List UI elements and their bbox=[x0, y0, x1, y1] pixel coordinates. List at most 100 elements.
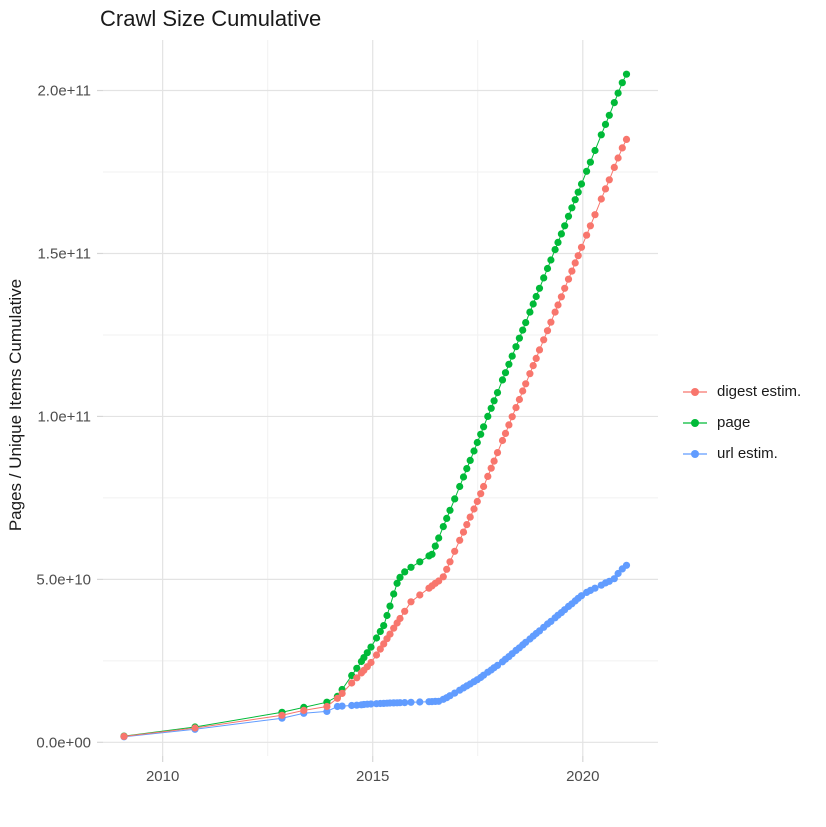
chart-title: Crawl Size Cumulative bbox=[100, 6, 322, 31]
series-url-estim-point bbox=[577, 592, 586, 600]
series-digest-estim-point bbox=[493, 449, 502, 457]
series-page-point bbox=[557, 230, 566, 238]
series-digest-estim-point bbox=[396, 614, 404, 623]
series-page-point bbox=[451, 495, 459, 503]
series-digest-estim-point bbox=[484, 472, 492, 480]
series-digest-estim-point bbox=[367, 658, 375, 667]
series-page-point bbox=[597, 131, 605, 139]
legend-item-url-estim: url estim. bbox=[682, 438, 801, 469]
series-page-point bbox=[564, 212, 573, 220]
y-tick-label: 0.0e+00 bbox=[36, 734, 91, 751]
series-page-point bbox=[551, 246, 559, 254]
legend: digest estim. page url estim. bbox=[682, 376, 801, 469]
series-page-point bbox=[586, 158, 595, 166]
series-digest-estim-point bbox=[401, 607, 409, 615]
series-page-point bbox=[396, 573, 404, 582]
series-page-point bbox=[508, 352, 516, 360]
series-page-point bbox=[515, 334, 524, 342]
series-digest-estim-point bbox=[535, 346, 544, 354]
series-digest-estim-point bbox=[515, 395, 524, 404]
series-digest-estim-point bbox=[446, 558, 454, 566]
series-digest-estim-point bbox=[466, 513, 474, 521]
series-digest-estim-point bbox=[473, 497, 481, 506]
legend-item-digest-estim: digest estim. bbox=[682, 376, 801, 407]
series-digest-estim-point bbox=[323, 702, 331, 711]
series-url-estim-point bbox=[367, 700, 375, 708]
series-page-point bbox=[407, 563, 415, 571]
series-digest-estim-point bbox=[512, 404, 520, 412]
legend-label: digest estim. bbox=[717, 383, 802, 400]
series-digest-estim-point bbox=[278, 711, 286, 719]
series-digest-estim-point bbox=[551, 308, 559, 316]
series-page-point bbox=[532, 292, 540, 301]
series-url-estim-point bbox=[407, 698, 415, 706]
series-page-point bbox=[477, 430, 485, 438]
series-digest-estim-point bbox=[480, 482, 488, 491]
series-digest-estim-point bbox=[519, 387, 527, 395]
series-page-point bbox=[529, 300, 537, 308]
series-page-point bbox=[353, 664, 361, 672]
series-digest-estim-point bbox=[522, 380, 530, 388]
series-page-point bbox=[601, 120, 610, 128]
series-digest-estim-point bbox=[380, 640, 388, 648]
series-page-point bbox=[435, 534, 443, 542]
series-page-point bbox=[390, 590, 398, 598]
series-page-point bbox=[547, 256, 555, 264]
series-page-point bbox=[466, 456, 474, 464]
series-digest-estim-point bbox=[338, 689, 346, 698]
series-page-point bbox=[383, 611, 391, 620]
series-page-point bbox=[519, 326, 527, 334]
series-digest-estim-point bbox=[490, 457, 498, 465]
series-digest-estim-point bbox=[407, 598, 415, 606]
series-digest-estim-point bbox=[376, 645, 384, 653]
series-page-point bbox=[439, 523, 447, 531]
series-digest-estim-point bbox=[498, 436, 507, 445]
series-page-point bbox=[605, 111, 613, 119]
legend-label: url estim. bbox=[717, 445, 778, 462]
series-digest-estim-point bbox=[547, 318, 555, 326]
series-digest-estim-point bbox=[372, 651, 381, 659]
series-page-point bbox=[393, 579, 401, 587]
series-page-point bbox=[574, 188, 582, 196]
series-digest-estim-point bbox=[508, 413, 516, 421]
series-digest-estim-point bbox=[622, 135, 631, 143]
series-page-point bbox=[372, 634, 381, 642]
series-digest-estim-point bbox=[571, 259, 579, 267]
series-digest-estim-point bbox=[532, 354, 540, 362]
series-page-point bbox=[363, 649, 371, 657]
series-digest-estim-point bbox=[540, 336, 548, 344]
series-page-point bbox=[577, 180, 586, 188]
series-digest-estim-point bbox=[529, 362, 537, 370]
series-page-point bbox=[501, 369, 510, 377]
series-page-point bbox=[568, 204, 576, 212]
y-tick-label: 1.5e+11 bbox=[37, 245, 91, 262]
series-page-point bbox=[487, 404, 495, 412]
series-digest-estim-point bbox=[191, 724, 199, 732]
series-page-point bbox=[512, 343, 520, 351]
x-tick-label: 2015 bbox=[356, 768, 389, 785]
y-tick-label: 1.0e+11 bbox=[37, 408, 91, 425]
series-digest-estim-point bbox=[416, 591, 424, 599]
series-digest-estim-point bbox=[543, 327, 552, 335]
series-digest-estim-point bbox=[456, 536, 464, 544]
series-digest-estim-point bbox=[586, 222, 595, 230]
series-digest-estim-point bbox=[564, 275, 573, 283]
series-page-point bbox=[540, 274, 548, 282]
series-page-point bbox=[367, 643, 375, 651]
series-digest-estim-point bbox=[477, 490, 485, 498]
series-digest-estim-point bbox=[505, 421, 513, 429]
series-digest-estim-point bbox=[487, 464, 495, 472]
series-digest-estim-point bbox=[470, 505, 478, 513]
series-digest-estim-point bbox=[439, 573, 447, 581]
series-digest-estim-point bbox=[435, 577, 443, 585]
series-page-point bbox=[591, 146, 599, 155]
y-tick-label: 2.0e+11 bbox=[37, 83, 91, 100]
series-digest-estim-point bbox=[561, 284, 569, 292]
series-url-estim-point bbox=[614, 569, 622, 578]
series-page-point bbox=[456, 482, 464, 491]
series-digest-estim-point bbox=[557, 293, 566, 301]
series-page-point bbox=[480, 423, 488, 431]
series-page-point bbox=[484, 412, 492, 420]
series-page-point bbox=[470, 447, 478, 455]
